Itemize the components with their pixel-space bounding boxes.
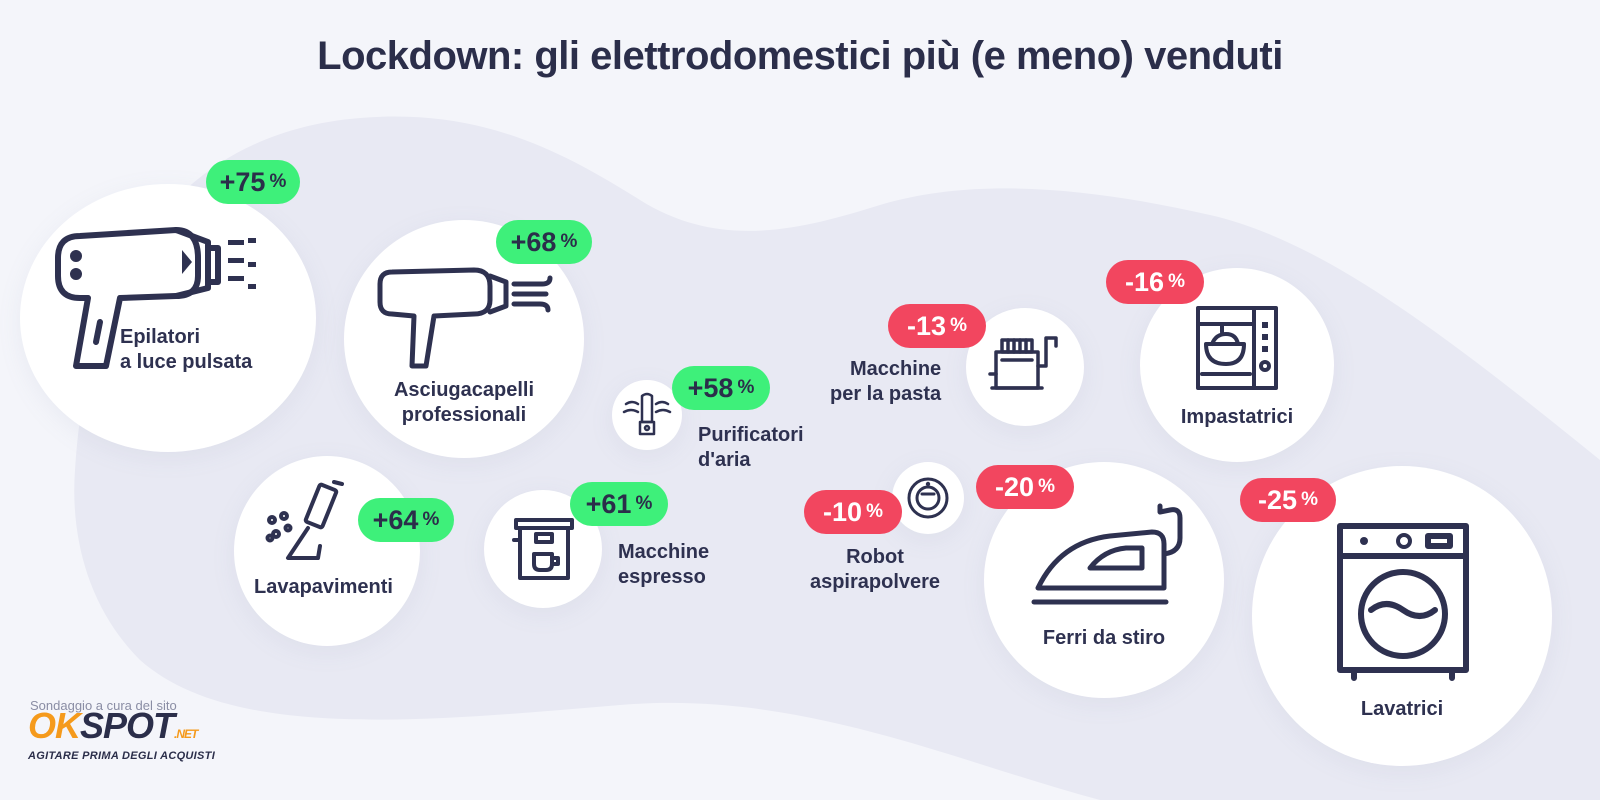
value-badge-espresso: +61%	[570, 482, 668, 526]
badge-unit: %	[269, 171, 287, 192]
value-badge-purificatori: +58%	[672, 366, 770, 410]
label-line: Macchine	[850, 358, 942, 380]
ipl-epilator-icon	[55, 227, 256, 369]
label-epilatori: Epilatori a luce pulsata	[120, 325, 252, 375]
espresso-machine-icon	[512, 518, 574, 580]
label-robot: Robot aspirapolvere	[790, 545, 960, 595]
label-pasta: Macchine per la pasta	[830, 357, 941, 407]
badge-value: -20	[995, 471, 1035, 502]
label-line: per la pasta	[830, 383, 942, 405]
label-line: espresso	[618, 566, 706, 588]
label-line: Lavapavimenti	[254, 576, 393, 598]
stand-mixer-icon	[1196, 306, 1278, 390]
label-espresso: Macchine espresso	[618, 540, 709, 590]
iron-icon	[1031, 503, 1183, 605]
label-line: Impastatrici	[1180, 406, 1294, 428]
badge-value: +75	[219, 166, 266, 197]
value-badge-ferri: -20%	[976, 465, 1074, 509]
badge-unit: %	[560, 231, 578, 252]
label-line: d'aria	[698, 449, 751, 471]
label-ferri: Ferri da stiro	[984, 626, 1224, 651]
label-line: Asciugacapelli	[393, 379, 535, 401]
label-line: Ferri da stiro	[1042, 627, 1166, 649]
label-line: Macchine	[618, 541, 710, 563]
survey-credit: Sondaggio a cura del sito	[30, 698, 177, 713]
logo-net: .NET	[174, 727, 198, 741]
label-line: Lavatrici	[1360, 698, 1444, 720]
label-lavatrici: Lavatrici	[1252, 697, 1552, 722]
badge-unit: %	[737, 377, 755, 398]
air-purifier-icon	[622, 392, 672, 436]
value-badge-pasta: -13%	[888, 304, 986, 348]
label-impastatrici: Impastatrici	[1140, 405, 1334, 430]
label-line: a luce pulsata	[120, 351, 253, 373]
badge-value: +58	[687, 372, 734, 403]
label-line: professionali	[401, 404, 527, 426]
hair-dryer-icon	[377, 267, 553, 369]
badge-value: -13	[907, 310, 947, 341]
pasta-machine-icon	[988, 336, 1058, 390]
label-purificatori: Purificatori d'aria	[698, 423, 804, 473]
badge-unit: %	[635, 493, 653, 514]
label-line: Robot	[846, 546, 904, 568]
badge-value: -10	[823, 496, 863, 527]
badge-value: +68	[510, 226, 557, 257]
value-badge-lavatrici: -25%	[1240, 478, 1336, 522]
bubble-purificatori	[612, 380, 682, 450]
okspot-logo[interactable]: OKSPOT.NET AGITARE PRIMA DEGLI ACQUISTI	[28, 705, 216, 763]
label-lavapavimenti: Lavapavimenti	[254, 575, 393, 600]
badge-unit: %	[1301, 489, 1318, 510]
value-badge-robot: -10%	[804, 490, 902, 534]
washing-machine-icon	[1337, 523, 1469, 681]
page-title: Lockdown: gli elettrodomestici più (e me…	[317, 34, 1283, 78]
badge-value: +64	[372, 504, 419, 535]
value-badge-asciugacapelli: +68%	[496, 220, 592, 264]
logo-spot: SPOT	[80, 705, 175, 746]
bubble-robot	[892, 462, 964, 534]
value-badge-lavapavimenti: +64%	[358, 498, 454, 542]
value-badge-epilatori: +75%	[206, 160, 300, 204]
label-line: Purificatori	[698, 424, 804, 446]
badge-value: -25	[1258, 484, 1298, 515]
badge-value: -16	[1125, 266, 1165, 297]
badge-unit: %	[1168, 271, 1185, 292]
badge-unit: %	[1038, 476, 1055, 497]
robot-vacuum-icon	[907, 477, 949, 519]
badge-unit: %	[950, 315, 967, 336]
badge-unit: %	[422, 509, 440, 530]
badge-value: +61	[585, 488, 632, 519]
value-badge-impastatrici: -16%	[1106, 260, 1204, 304]
label-line: Epilatori	[120, 326, 201, 348]
label-asciugacapelli: Asciugacapelli professionali	[374, 378, 554, 428]
floor-washer-icon	[265, 480, 344, 560]
badge-unit: %	[866, 501, 883, 522]
logo-tagline: AGITARE PRIMA DEGLI ACQUISTI	[28, 750, 216, 762]
label-line: aspirapolvere	[809, 571, 941, 593]
logo-ok: OK	[28, 705, 81, 746]
